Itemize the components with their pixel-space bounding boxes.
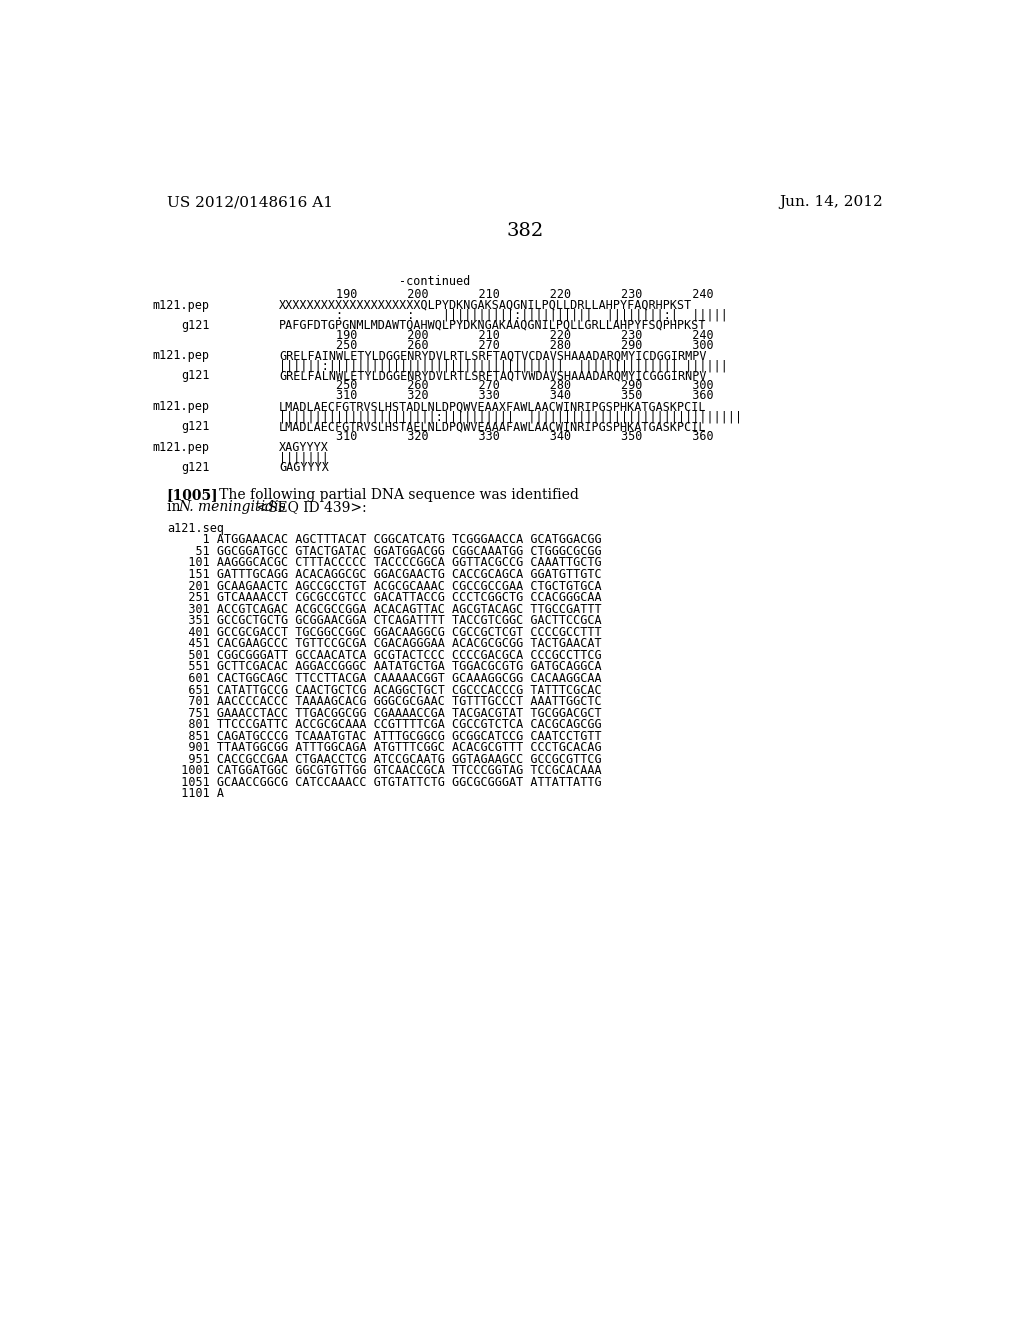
Text: 751 GAAACCTACC TTGACGGCGG CGAAAACCGA TACGACGTAT TGCGGACGCT: 751 GAAACCTACC TTGACGGCGG CGAAAACCGA TAC… xyxy=(167,706,601,719)
Text: 310       320       330       340       350       360: 310 320 330 340 350 360 xyxy=(280,389,714,403)
Text: g121: g121 xyxy=(181,318,209,331)
Text: <SEQ ID 439>:: <SEQ ID 439>: xyxy=(252,500,367,515)
Text: 250       260       270       280       290       300: 250 260 270 280 290 300 xyxy=(280,379,714,392)
Text: 1051 GCAACCGGCG CATCCAAACC GTGTATTCTG GGCGCGGGAT ATTATTATTG: 1051 GCAACCGGCG CATCCAAACC GTGTATTCTG GG… xyxy=(167,776,601,789)
Text: PAFGFDTGPGNMLMDAWTQAHWQLPYDKNGAKAAQGNILPQLLGRLLAHPYFSQPHPKST: PAFGFDTGPGNMLMDAWTQAHWQLPYDKNGAKAAQGNILP… xyxy=(280,318,707,331)
Text: 250       260       270       280       290       300: 250 260 270 280 290 300 xyxy=(280,339,714,351)
Text: GRELFAINWLETYLDGGENRYDVLRTLSRFTAQTVCDAVSHAAADARQMYICDGGIRMPV: GRELFAINWLETYLDGGENRYDVLRTLSRFTAQTVCDAVS… xyxy=(280,350,707,363)
Text: XAGYYYX: XAGYYYX xyxy=(280,441,329,454)
Text: 190       200       210       220       230       240: 190 200 210 220 230 240 xyxy=(280,288,714,301)
Text: 901 TTAATGGCGG ATTTGGCAGA ATGTTTCGGC ACACGCGTTT CCCTGCACAG: 901 TTAATGGCGG ATTTGGCAGA ATGTTTCGGC ACA… xyxy=(167,742,601,754)
Text: N. meningitidis: N. meningitidis xyxy=(178,500,286,515)
Text: 51 GGCGGATGCC GTACTGATAC GGATGGACGG CGGCAAATGG CTGGGCGCGG: 51 GGCGGATGCC GTACTGATAC GGATGGACGG CGGC… xyxy=(167,545,601,558)
Text: :         :    ||||||||||:||||||||||  ||||||||:|  |||||: : : ||||||||||:|||||||||| ||||||||:| |||… xyxy=(280,309,728,322)
Text: 701 AACCCCACCC TAAAAGCACG GGGCGCGAAC TGTTTGCCCT AAATTGGCTC: 701 AACCCCACCC TAAAAGCACG GGGCGCGAAC TGT… xyxy=(167,696,601,708)
Text: 401 GCCGCGACCT TGCGGCCGGC GGACAAGGCG CGCCGCTCGT CCCCGCCTTT: 401 GCCGCGACCT TGCGGCCGGC GGACAAGGCG CGC… xyxy=(167,626,601,639)
Text: XXXXXXXXXXXXXXXXXXXXQLPYDKNGAKSAQGNILPQLLDRLLAHPYFAQRHPKST: XXXXXXXXXXXXXXXXXXXXQLPYDKNGAKSAQGNILPQL… xyxy=(280,298,692,312)
Text: 1001 CATGGATGGC GGCGTGTTGG GTCAACCGCA TTCCCGGTAG TCCGCACAAA: 1001 CATGGATGGC GGCGTGTTGG GTCAACCGCA TT… xyxy=(167,764,601,777)
Text: 501 CGGCGGGATT GCCAACATCA GCGTACTCCC CCCCGACGCA CCCGCCTTCG: 501 CGGCGGGATT GCCAACATCA GCGTACTCCC CCC… xyxy=(167,649,601,661)
Text: 851 CAGATGCCCG TCAAATGTAC ATTTGCGGCG GCGGCATCCG CAATCCTGTT: 851 CAGATGCCCG TCAAATGTAC ATTTGCGGCG GCG… xyxy=(167,730,601,743)
Text: 601 CACTGGCAGC TTCCTTACGA CAAAAACGGT GCAAAGGCGG CACAAGGCAA: 601 CACTGGCAGC TTCCTTACGA CAAAAACGGT GCA… xyxy=(167,672,601,685)
Text: US 2012/0148616 A1: US 2012/0148616 A1 xyxy=(167,195,333,210)
Text: LMADLAECFGTRVSLHSTAELNLDPQWVEAAAFAWLAACWINRIPGSPHKATGASKPCIL: LMADLAECFGTRVSLHSTAELNLDPQWVEAAAFAWLAACW… xyxy=(280,420,707,433)
Text: 651 CATATTGCCG CAACTGCTCG ACAGGCTGCT CGCCCACCCG TATTTCGCAC: 651 CATATTGCCG CAACTGCTCG ACAGGCTGCT CGC… xyxy=(167,684,601,697)
Text: m121.pep: m121.pep xyxy=(153,400,209,413)
Text: 190       200       210       220       230       240: 190 200 210 220 230 240 xyxy=(280,329,714,342)
Text: m121.pep: m121.pep xyxy=(153,298,209,312)
Text: GRELFALNWLETYLDGGENRYDVLRTLSRFTAQTVWDAVSHAAADARQMYICGGGIRNPV: GRELFALNWLETYLDGGENRYDVLRTLSRFTAQTVWDAVS… xyxy=(280,370,707,383)
Text: a121.seq: a121.seq xyxy=(167,521,224,535)
Text: LMADLAECFGTRVSLHSTADLNLDPQWVEAAXFAWLAACWINRIPGSPHKATGASKPCIL: LMADLAECFGTRVSLHSTADLNLDPQWVEAAXFAWLAACW… xyxy=(280,400,707,413)
Text: g121: g121 xyxy=(181,461,209,474)
Text: g121: g121 xyxy=(181,420,209,433)
Text: |||||||: ||||||| xyxy=(280,451,329,465)
Text: ||||||||||||||||||||||:||||||||||  ||||||||||||||||||||||||||||||: ||||||||||||||||||||||:|||||||||| ||||||… xyxy=(280,411,742,424)
Text: 801 TTCCCGATTC ACCGCGCAAA CCGTTTTCGA CGCCGTCTCA CACGCAGCGG: 801 TTCCCGATTC ACCGCGCAAA CCGTTTTCGA CGC… xyxy=(167,718,601,731)
Text: 301 ACCGTCAGAC ACGCGCCGGA ACACAGTTAC AGCGTACAGC TTGCCGATTT: 301 ACCGTCAGAC ACGCGCCGGA ACACAGTTAC AGC… xyxy=(167,603,601,615)
Text: The following partial DNA sequence was identified: The following partial DNA sequence was i… xyxy=(206,488,579,502)
Text: [1005]: [1005] xyxy=(167,488,218,502)
Text: -continued: -continued xyxy=(399,276,470,289)
Text: GAGYYYX: GAGYYYX xyxy=(280,461,329,474)
Text: ||||||:|||||||||||||||||||||||||||||||||  |||||||||||||| ||||||: ||||||:|||||||||||||||||||||||||||||||||… xyxy=(280,359,728,372)
Text: 951 CACCGCCGAA CTGAACCTCG ATCCGCAATG GGTAGAAGCC GCCGCGTTCG: 951 CACCGCCGAA CTGAACCTCG ATCCGCAATG GGT… xyxy=(167,752,601,766)
Text: 151 GATTTGCAGG ACACAGGCGC GGACGAACTG CACCGCAGCA GGATGTTGTC: 151 GATTTGCAGG ACACAGGCGC GGACGAACTG CAC… xyxy=(167,568,601,581)
Text: g121: g121 xyxy=(181,370,209,383)
Text: 251 GTCAAAACCT CGCGCCGTCC GACATTACCG CCCTCGGCTG CCACGGGCAA: 251 GTCAAAACCT CGCGCCGTCC GACATTACCG CCC… xyxy=(167,591,601,605)
Text: 101 AAGGGCACGC CTTTACCCCC TACCCCGGCA GGTTACGCCG CAAATTGCTG: 101 AAGGGCACGC CTTTACCCCC TACCCCGGCA GGT… xyxy=(167,557,601,569)
Text: 351 GCCGCTGCTG GCGGAACGGA CTCAGATTTT TACCGTCGGC GACTTCCGCA: 351 GCCGCTGCTG GCGGAACGGA CTCAGATTTT TAC… xyxy=(167,614,601,627)
Text: m121.pep: m121.pep xyxy=(153,441,209,454)
Text: 551 GCTTCGACAC AGGACCGGGC AATATGCTGA TGGACGCGTG GATGCAGGCA: 551 GCTTCGACAC AGGACCGGGC AATATGCTGA TGG… xyxy=(167,660,601,673)
Text: 1 ATGGAAACAC AGCTTTACAT CGGCATCATG TCGGGAACCA GCATGGACGG: 1 ATGGAAACAC AGCTTTACAT CGGCATCATG TCGGG… xyxy=(167,533,601,546)
Text: 451 CACGAAGCCC TGTTCCGCGA CGACAGGGAA ACACGCGCGG TACTGAACAT: 451 CACGAAGCCC TGTTCCGCGA CGACAGGGAA ACA… xyxy=(167,638,601,651)
Text: in: in xyxy=(167,500,184,515)
Text: m121.pep: m121.pep xyxy=(153,350,209,363)
Text: 201 GCAAGAACTC AGCCGCCTGT ACGCGCAAAC CGCCGCCGAA CTGCTGTGCA: 201 GCAAGAACTC AGCCGCCTGT ACGCGCAAAC CGC… xyxy=(167,579,601,593)
Text: Jun. 14, 2012: Jun. 14, 2012 xyxy=(779,195,883,210)
Text: 310       320       330       340       350       360: 310 320 330 340 350 360 xyxy=(280,430,714,444)
Text: 1101 A: 1101 A xyxy=(167,788,224,800)
Text: 382: 382 xyxy=(506,222,544,240)
